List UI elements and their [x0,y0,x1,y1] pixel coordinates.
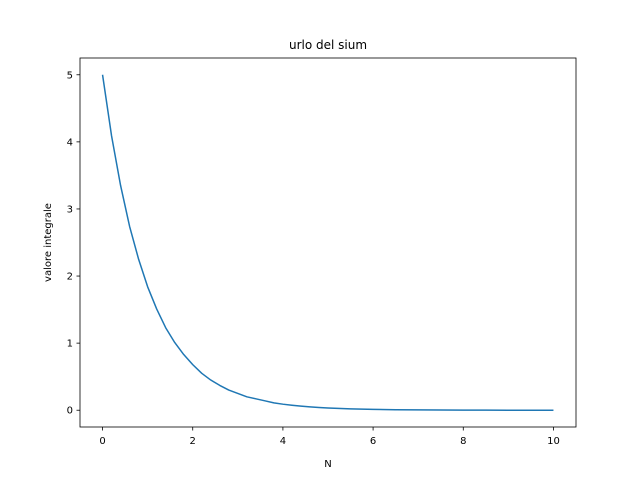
x-tick-label: 4 [280,436,286,447]
chart-title: urlo del sium [289,38,367,52]
y-tick-label: 1 [67,339,73,350]
y-tick-label: 2 [67,272,73,283]
y-axis-label: valore integrale [43,203,54,282]
y-tick-label: 0 [67,406,73,417]
axes-frame [79,57,577,428]
x-tick-label: 0 [99,436,105,447]
x-axis-label: N [324,459,331,470]
x-tick-label: 6 [370,436,376,447]
y-tick-label: 3 [67,204,73,215]
plot-area [101,74,554,411]
x-tick-label: 2 [190,436,196,447]
x-tick-label: 8 [460,436,466,447]
y-tick-label: 4 [67,137,73,148]
series-line-0 [101,74,554,411]
y-tick-label: 5 [67,70,73,81]
x-tick-label: 10 [547,436,560,447]
ticks: 0 2 4 6 8 10 0 1 2 3 4 5 [67,70,560,447]
